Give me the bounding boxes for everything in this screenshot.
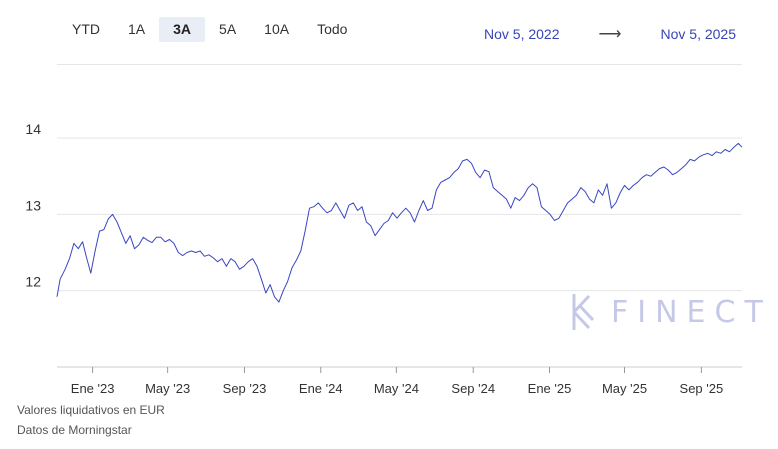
range-tab-3a[interactable]: 3A [159,16,206,42]
series-line [56,142,743,303]
range-tab-10a[interactable]: 10A [264,20,290,37]
x-tick-label: Sep '23 [223,381,267,396]
data-source: Datos de Morningstar [17,423,132,437]
y-tick-label: 13 [25,197,41,213]
x-tick-label: May '23 [145,381,190,396]
range-tab-5a[interactable]: 5A [219,20,237,37]
x-tick-label: May '25 [602,381,647,396]
x-tick-label: Ene '25 [528,381,572,396]
range-tab-todo[interactable]: Todo [317,20,348,37]
y-tick-label: 14 [25,121,41,137]
x-axis: Ene '23 May '23 Sep '23 Ene '24 May '24 Sep '… [57,366,742,396]
x-tick-label: Ene '24 [299,381,343,396]
x-tick-label: May '24 [374,381,419,396]
start-date[interactable]: Nov 5, 2022 [484,26,560,42]
range-selector: YTD 1A 3A 5A 10A Todo [58,16,361,42]
x-tick-label: Sep '25 [680,381,724,396]
arrow-right-icon: ⟶ [598,26,622,43]
top-divider [57,64,742,65]
x-tick-label: Sep '24 [451,381,495,396]
finect-logo-icon [572,294,595,330]
end-date[interactable]: Nov 5, 2025 [660,26,737,42]
date-range: Nov 5, 2022 ⟶ Nov 5, 2025 [480,24,740,44]
range-tab-ytd[interactable]: YTD [72,20,100,37]
watermark: FINECT [571,292,772,332]
range-tab-1a[interactable]: 1A [128,20,146,37]
y-axis: 12 13 14 [25,121,41,290]
watermark-text: FINECT [611,294,772,330]
currency-note: Valores liquidativos en EUR [17,403,165,417]
x-tick-label: Ene '23 [71,381,115,396]
y-tick-label: 12 [25,274,41,290]
